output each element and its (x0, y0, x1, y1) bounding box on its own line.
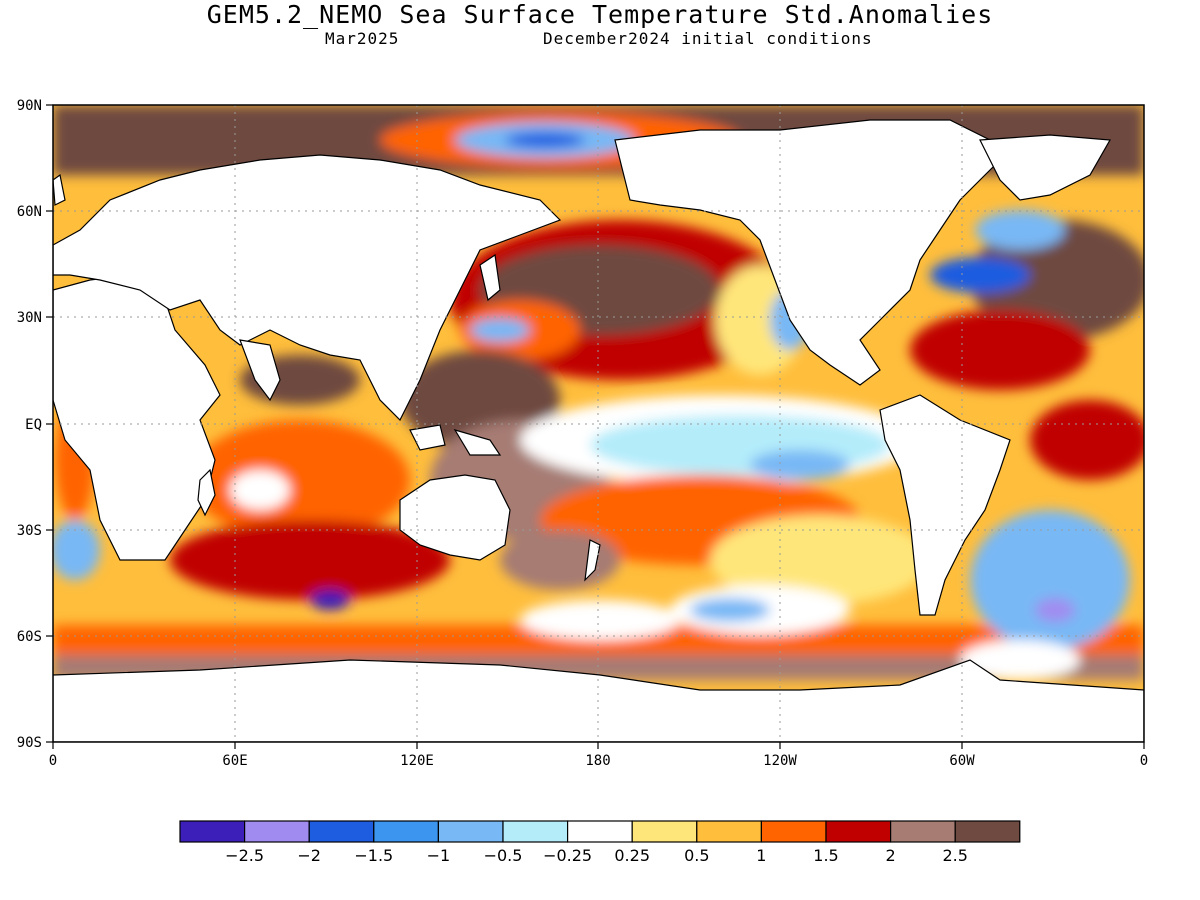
legend-color-box (373, 820, 439, 843)
lat-label: 30N (17, 310, 42, 326)
longitude-labels: 0 60E 120E 180 120W 60W 0 (49, 753, 1148, 769)
legend-label: 2.5 (942, 846, 967, 865)
legend-label: −1 (427, 846, 451, 865)
axis-ticks (46, 104, 1145, 749)
lat-label: EQ (25, 417, 42, 433)
legend-label: 1 (756, 846, 766, 865)
lat-label: 90S (17, 735, 42, 751)
gridlines (53, 105, 1144, 742)
lat-label: 60N (17, 204, 42, 220)
legend-color-box (308, 820, 375, 843)
legend-color-box (179, 820, 246, 843)
legend-color-box (502, 820, 569, 843)
legend-label: −0.25 (543, 846, 592, 865)
legend-color-box (244, 820, 310, 843)
lat-label: 90N (17, 98, 42, 114)
legend-label: −2 (297, 846, 321, 865)
lon-label: 0 (1140, 753, 1148, 769)
forecast-month: Mar2025 (325, 29, 400, 48)
legend-label: 0.5 (684, 846, 709, 865)
legend-label: −2.5 (225, 846, 264, 865)
latitude-labels: 90N 60N 30N EQ 30S 60S 90S (17, 98, 42, 751)
legend-color-box (696, 820, 762, 843)
legend-color-box (631, 820, 698, 843)
map-title: GEM5.2_NEMO Sea Surface Temperature Std.… (206, 0, 994, 29)
lon-label: 120W (763, 753, 797, 769)
legend-color-box (954, 820, 1021, 843)
legend-color-box (760, 820, 827, 843)
legend-color-box (889, 820, 956, 843)
legend-color-box (566, 820, 633, 843)
lon-label: 60E (222, 753, 247, 769)
color-scale-labels: −2.5 −2 −1.5 −1 −0.5 −0.25 0.25 0.5 1 1.5 2 2.5 (225, 846, 968, 865)
legend-label: 1.5 (813, 846, 838, 865)
lon-label: 0 (49, 753, 57, 769)
lat-label: 60S (17, 629, 42, 645)
legend-color-box (825, 820, 892, 843)
lat-label: 30S (17, 523, 42, 539)
legend-label: −1.5 (354, 846, 393, 865)
legend-label: 2 (886, 846, 896, 865)
legend-label: −0.5 (484, 846, 523, 865)
lon-label: 180 (585, 753, 610, 769)
lon-label: 60W (949, 753, 975, 769)
lon-label: 120E (400, 753, 434, 769)
legend-color-box (437, 820, 504, 843)
legend-label: 0.25 (614, 846, 650, 865)
color-scale-legend (179, 820, 1021, 843)
initial-conditions: December2024 initial conditions (543, 29, 873, 48)
